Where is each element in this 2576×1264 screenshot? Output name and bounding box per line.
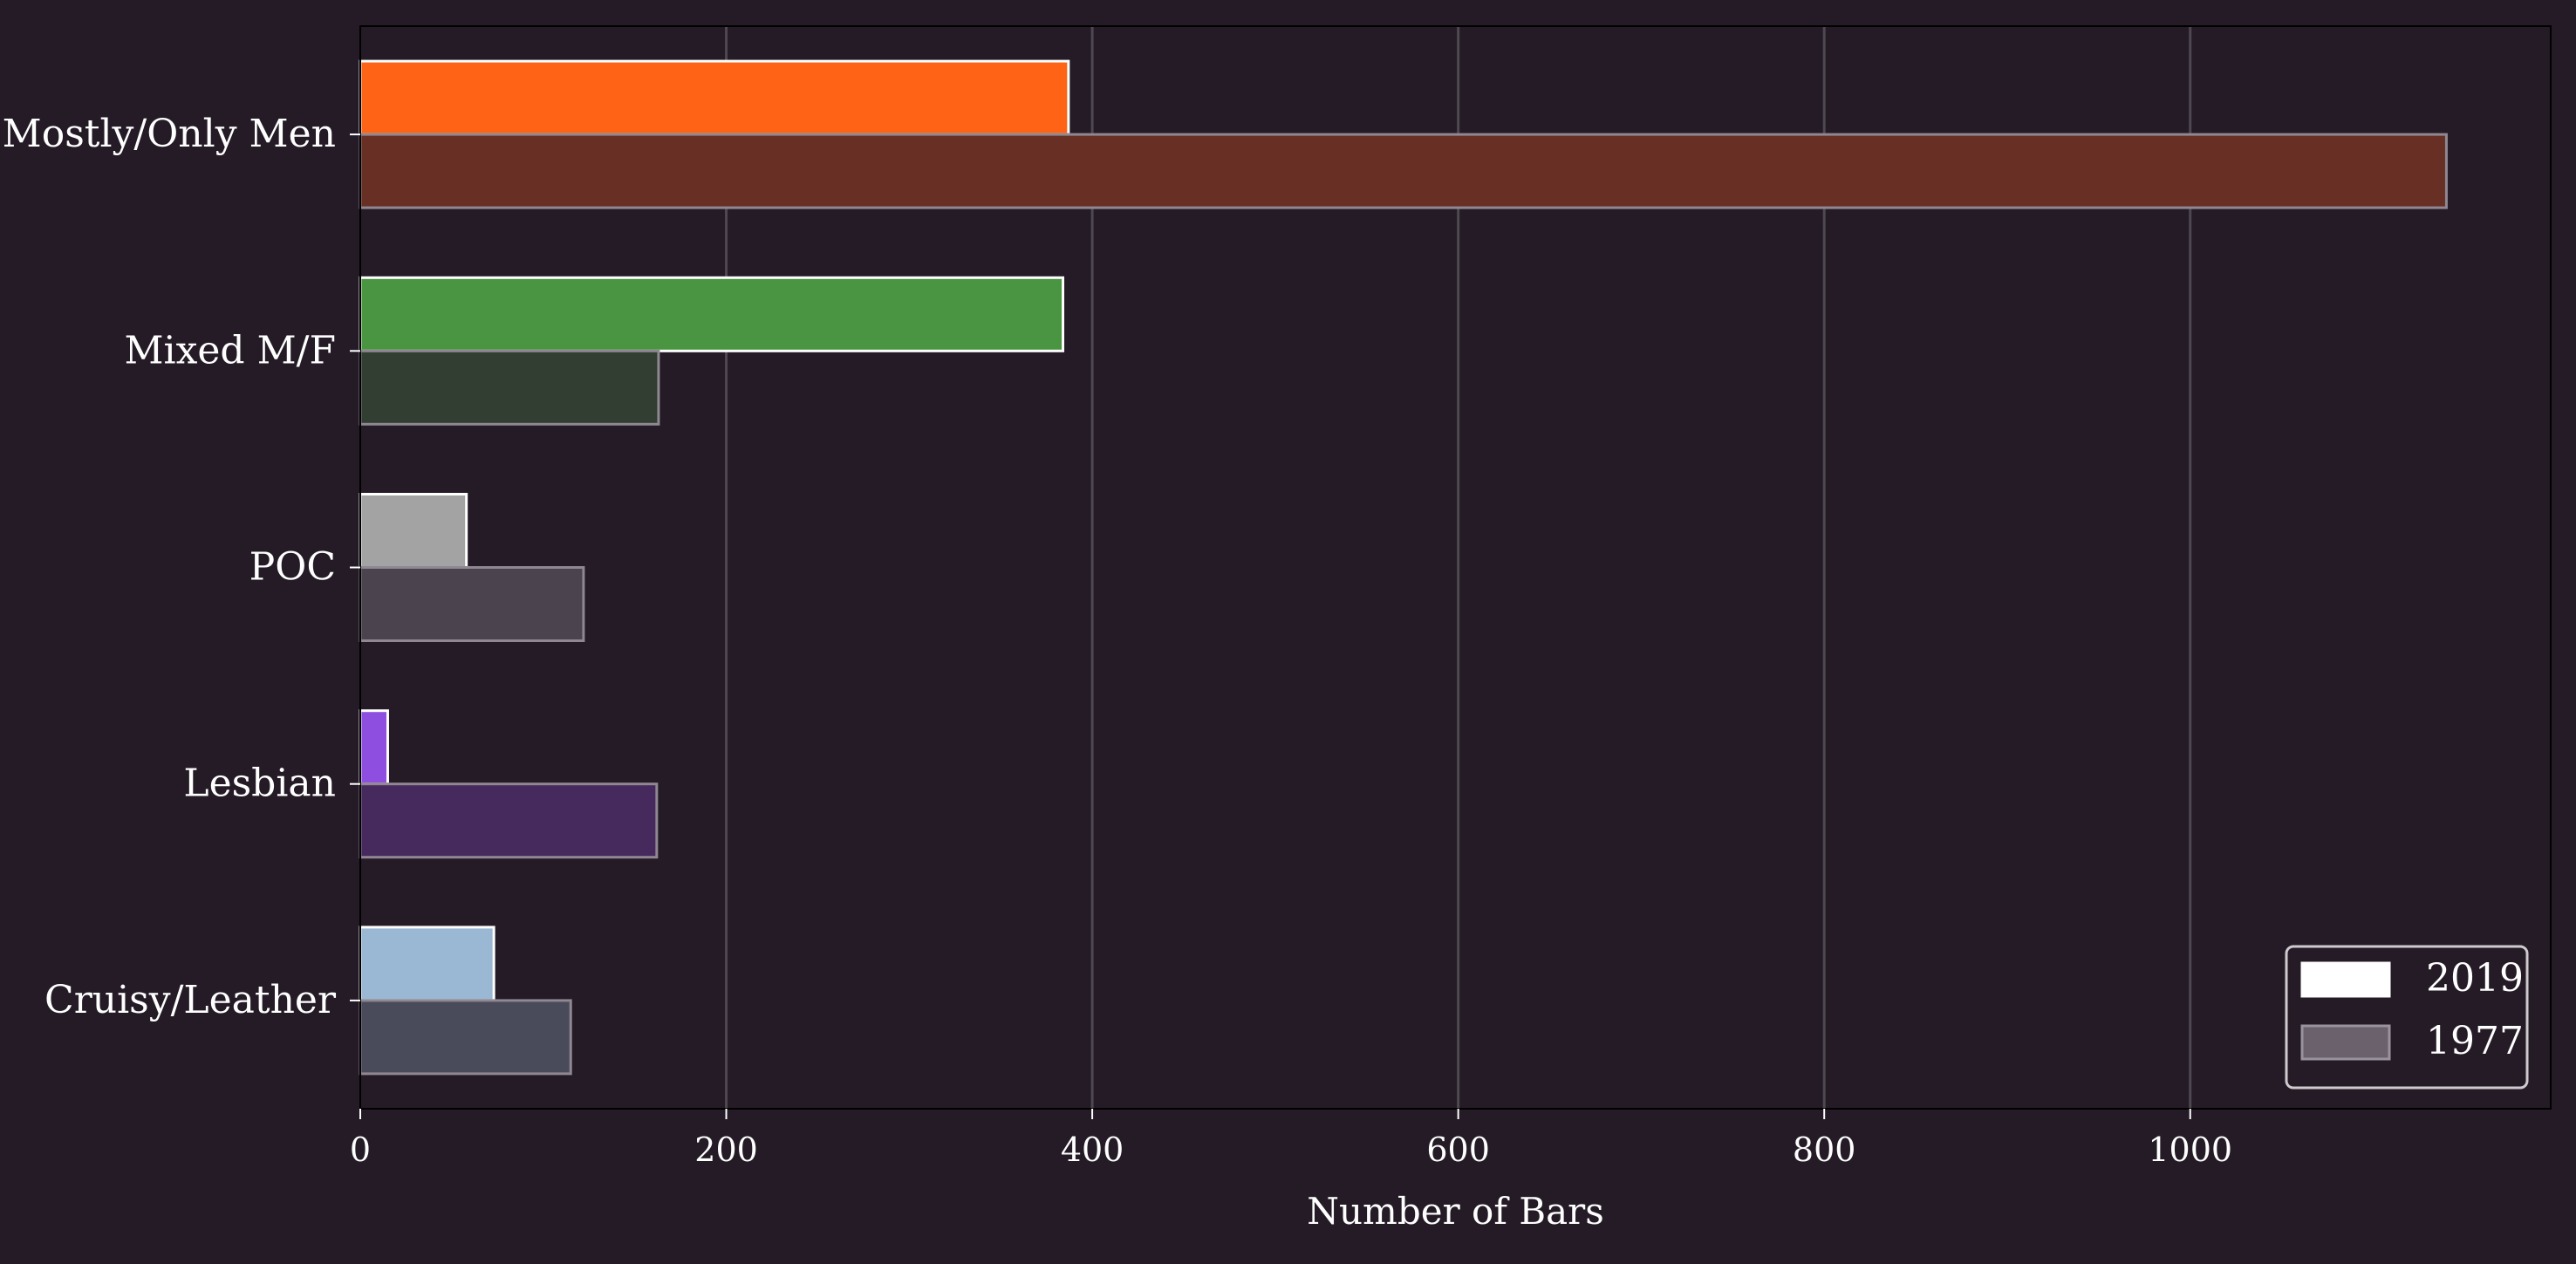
y-tick-label: POC [249,545,336,590]
labels-layer: 0 200 400 600 800 1000 Mostly/Only Men Mixed M/… [3,112,2232,1169]
bar-1977-3 [359,566,585,642]
legend-swatch-2019 [2300,961,2391,998]
bar-1977-1 [359,133,2448,209]
bar-2019-4 [359,709,389,786]
x-tick-label: 0 [350,1131,371,1169]
y-tick-label: Mostly/Only Men [3,112,336,156]
bars-layer [359,59,2448,1076]
y-tick-label: Mixed M/F [124,328,336,372]
bar-1977-5 [359,999,572,1076]
x-tick-label: 600 [1426,1131,1490,1169]
legend-swatch-1977 [2300,1024,2391,1061]
bar-2019-1 [359,59,1070,136]
x-axis-label: Number of Bars [1307,1190,1604,1233]
bar-1977-4 [359,782,659,859]
bar-2019-2 [359,276,1065,352]
x-tick-label: 1000 [2148,1131,2232,1169]
legend-label-2019: 2019 [2426,956,2524,1001]
bar-1977-2 [359,349,660,426]
bar-2019-3 [359,493,468,569]
legend: 2019 1977 [2285,945,2529,1090]
y-tick-label: Lesbian [183,762,336,806]
legend-label-1977: 1977 [2426,1019,2524,1063]
x-tick-label: 800 [1793,1131,1856,1169]
x-tick-label: 400 [1061,1131,1124,1169]
ticks-layer [350,133,2191,1119]
y-tick-label: Cruisy/Leather [44,978,337,1022]
bar-2019-5 [359,926,495,1002]
x-tick-label: 200 [694,1131,758,1169]
